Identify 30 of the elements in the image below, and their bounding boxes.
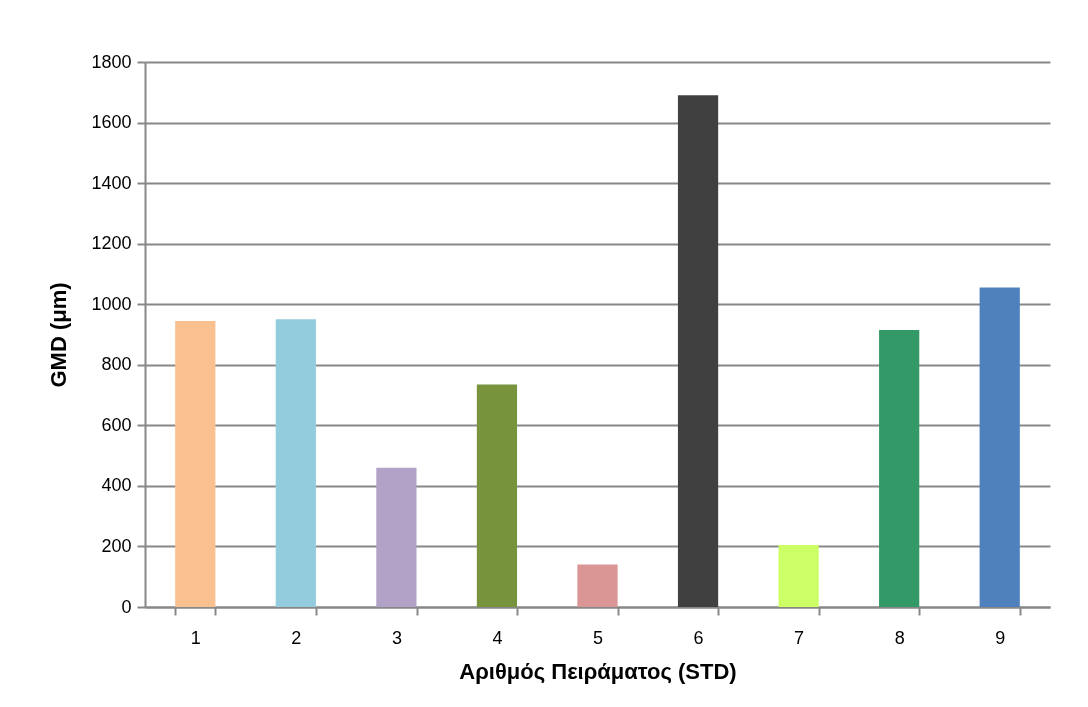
- y-tick-label: 0: [121, 596, 132, 617]
- x-tick-label: 4: [492, 627, 503, 648]
- x-tick-label: 7: [794, 627, 805, 648]
- x-tick-label: 8: [894, 627, 905, 648]
- y-tick-label: 1200: [91, 233, 132, 254]
- y-tick-label: 600: [101, 414, 132, 435]
- x-tick-label: 6: [693, 627, 704, 648]
- y-tick-label: 1000: [91, 293, 132, 314]
- bar: [376, 467, 417, 607]
- y-tick-label: 800: [101, 354, 132, 375]
- y-tick-label: 1600: [91, 112, 132, 133]
- y-tick-label: 1800: [91, 51, 132, 72]
- x-axis-title: Αριθμός Πειράματος (STD): [459, 658, 737, 684]
- x-tick-label: 5: [592, 627, 604, 648]
- x-tick-label: 9: [995, 627, 1006, 648]
- y-axis-title: GMD (μm): [46, 282, 72, 388]
- x-tick-label: 2: [291, 627, 302, 648]
- bar: [879, 329, 920, 607]
- y-tick-label: 1400: [91, 172, 132, 193]
- bar: [577, 564, 618, 607]
- bar: [677, 95, 719, 607]
- y-tick-label: 400: [101, 475, 132, 496]
- x-tick-label: 1: [190, 627, 201, 648]
- x-tick-label: 3: [391, 627, 402, 648]
- bar: [778, 544, 819, 607]
- y-tick-label: 200: [101, 535, 132, 556]
- bar: [275, 319, 316, 607]
- bar: [175, 320, 216, 607]
- bar: [979, 287, 1020, 607]
- bar: [476, 384, 518, 607]
